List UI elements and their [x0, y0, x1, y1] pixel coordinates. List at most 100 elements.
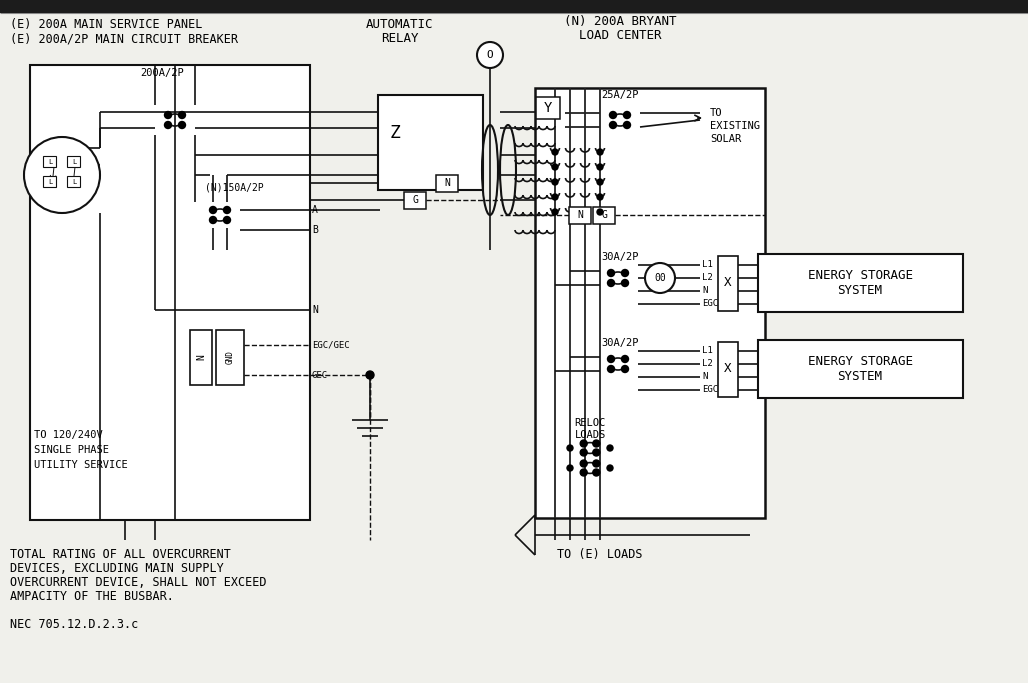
Text: L: L	[48, 180, 52, 186]
Text: NEC 705.12.D.2.3.c: NEC 705.12.D.2.3.c	[10, 618, 138, 631]
Text: (E) 200A MAIN SERVICE PANEL: (E) 200A MAIN SERVICE PANEL	[10, 18, 203, 31]
Text: 30A/2P: 30A/2P	[601, 252, 638, 262]
Text: L: L	[72, 180, 76, 186]
Circle shape	[179, 111, 185, 118]
Text: N: N	[577, 210, 583, 220]
Circle shape	[567, 445, 573, 451]
Text: AUTOMATIC: AUTOMATIC	[366, 18, 434, 31]
Bar	[536, 97, 560, 119]
Circle shape	[610, 122, 617, 128]
Circle shape	[622, 365, 628, 372]
Text: 00: 00	[654, 273, 666, 283]
Text: A: A	[313, 205, 318, 215]
Circle shape	[593, 469, 599, 476]
Text: 30A/2P: 30A/2P	[601, 338, 638, 348]
Circle shape	[580, 449, 587, 456]
Circle shape	[580, 469, 587, 476]
Text: L2: L2	[702, 359, 712, 368]
Circle shape	[593, 449, 599, 456]
Text: (N)150A/2P: (N)150A/2P	[205, 183, 264, 193]
Circle shape	[597, 164, 603, 170]
Circle shape	[580, 460, 587, 467]
Circle shape	[610, 111, 617, 118]
Circle shape	[608, 355, 615, 363]
Circle shape	[552, 179, 558, 185]
Text: TO: TO	[710, 108, 723, 118]
Text: L1: L1	[702, 260, 712, 269]
Circle shape	[622, 355, 628, 363]
Text: L: L	[72, 160, 76, 165]
Bar	[718, 256, 738, 311]
Circle shape	[608, 365, 615, 372]
Bar	[0, 0, 1028, 13]
Circle shape	[608, 270, 615, 277]
Text: L1: L1	[702, 346, 712, 355]
Text: G: G	[412, 195, 418, 205]
Circle shape	[567, 465, 573, 471]
Text: TO 120/240V: TO 120/240V	[34, 430, 103, 440]
Bar	[67, 156, 80, 167]
Circle shape	[624, 111, 630, 118]
Circle shape	[597, 209, 603, 215]
Bar	[436, 174, 458, 191]
Circle shape	[223, 206, 230, 214]
Text: (E) 200A/2P MAIN CIRCUIT BREAKER: (E) 200A/2P MAIN CIRCUIT BREAKER	[10, 32, 238, 45]
Bar	[43, 156, 56, 167]
Bar	[718, 342, 738, 397]
Text: ENERGY STORAGE
SYSTEM: ENERGY STORAGE SYSTEM	[808, 269, 913, 297]
Circle shape	[622, 270, 628, 277]
Bar	[758, 340, 963, 398]
Bar	[378, 95, 483, 190]
Text: ENERGY STORAGE
SYSTEM: ENERGY STORAGE SYSTEM	[808, 355, 913, 383]
Circle shape	[580, 440, 587, 447]
Bar	[190, 330, 212, 385]
Text: TOTAL RATING OF ALL OVERCURRENT: TOTAL RATING OF ALL OVERCURRENT	[10, 548, 231, 561]
Circle shape	[597, 149, 603, 155]
Text: N: N	[702, 372, 707, 381]
Text: RELAY: RELAY	[381, 32, 418, 45]
Text: RELOC
LOADS: RELOC LOADS	[575, 418, 605, 440]
Circle shape	[597, 179, 603, 185]
Text: L2: L2	[702, 273, 712, 282]
Circle shape	[593, 440, 599, 447]
Circle shape	[179, 122, 185, 128]
Circle shape	[608, 279, 615, 286]
Circle shape	[223, 217, 230, 223]
Text: EXISTING: EXISTING	[710, 121, 760, 131]
Circle shape	[622, 279, 628, 286]
Text: Z: Z	[390, 124, 401, 142]
Text: AMPACITY OF THE BUSBAR.: AMPACITY OF THE BUSBAR.	[10, 590, 174, 603]
Circle shape	[210, 217, 217, 223]
Text: O: O	[486, 50, 493, 60]
Circle shape	[597, 194, 603, 200]
Text: N: N	[444, 178, 450, 188]
Circle shape	[164, 111, 172, 118]
Bar	[535, 88, 765, 518]
Circle shape	[210, 206, 217, 214]
Text: (N) 200A BRYANT: (N) 200A BRYANT	[563, 15, 676, 28]
Bar	[570, 206, 591, 223]
Text: N: N	[196, 354, 206, 360]
Bar	[43, 176, 56, 187]
Text: EGC/GEC: EGC/GEC	[313, 341, 350, 350]
Bar	[30, 65, 310, 520]
Bar	[593, 206, 615, 223]
Circle shape	[552, 149, 558, 155]
Text: X: X	[725, 363, 732, 376]
Circle shape	[552, 164, 558, 170]
Circle shape	[552, 194, 558, 200]
Text: 200A/2P: 200A/2P	[140, 68, 184, 78]
Text: X: X	[725, 277, 732, 290]
Text: SOLAR: SOLAR	[710, 134, 741, 144]
Bar	[758, 254, 963, 312]
Bar	[216, 330, 244, 385]
Text: OVERCURRENT DEVICE, SHALL NOT EXCEED: OVERCURRENT DEVICE, SHALL NOT EXCEED	[10, 576, 266, 589]
Text: N: N	[702, 286, 707, 295]
Text: L: L	[48, 160, 52, 165]
Text: DEVICES, EXCLUDING MAIN SUPPLY: DEVICES, EXCLUDING MAIN SUPPLY	[10, 562, 224, 575]
Circle shape	[645, 263, 675, 293]
Circle shape	[624, 122, 630, 128]
Circle shape	[593, 460, 599, 467]
Text: UTILITY SERVICE: UTILITY SERVICE	[34, 460, 127, 470]
Text: SINGLE PHASE: SINGLE PHASE	[34, 445, 109, 455]
